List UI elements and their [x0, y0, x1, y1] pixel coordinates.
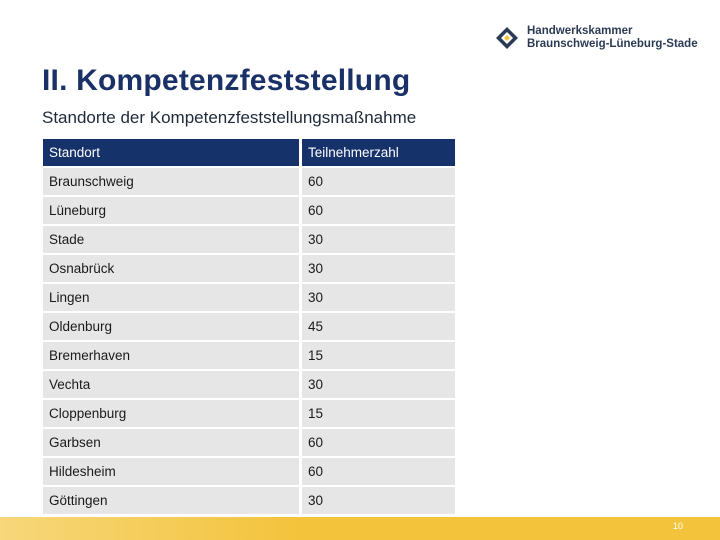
table-row: Hildesheim 60	[43, 458, 455, 485]
cell-standort: Osnabrück	[43, 255, 299, 282]
table-row: Oldenburg 45	[43, 313, 455, 340]
hwk-logo: Handwerkskammer Braunschweig-Lüneburg-St…	[495, 22, 710, 54]
cell-standort: Braunschweig	[43, 168, 299, 195]
cell-teilnehmerzahl: 60	[302, 168, 455, 195]
table-row: Bremerhaven 15	[43, 342, 455, 369]
cell-standort: Lüneburg	[43, 197, 299, 224]
header-teilnehmerzahl: Teilnehmerzahl	[302, 139, 455, 166]
table-header-row: Standort Teilnehmerzahl	[43, 139, 455, 166]
cell-standort: Oldenburg	[43, 313, 299, 340]
slide-subtitle: Standorte der Kompetenzfeststellungsmaßn…	[42, 108, 417, 127]
cell-standort: Garbsen	[43, 429, 299, 456]
cell-standort: Hildesheim	[43, 458, 299, 485]
table-row: Garbsen 60	[43, 429, 455, 456]
cell-standort: Stade	[43, 226, 299, 253]
cell-teilnehmerzahl: 45	[302, 313, 455, 340]
table-row: Vechta 30	[43, 371, 455, 398]
logo-line-2: Braunschweig-Lüneburg-Stade	[527, 38, 698, 50]
cell-teilnehmerzahl: 60	[302, 197, 455, 224]
cell-teilnehmerzahl: 30	[302, 371, 455, 398]
logo-text: Handwerkskammer Braunschweig-Lüneburg-St…	[527, 25, 698, 51]
page-number: 10	[672, 521, 683, 531]
table-row: Cloppenburg 15	[43, 400, 455, 427]
logo-line-1: Handwerkskammer	[527, 25, 633, 37]
table-row: Osnabrück 30	[43, 255, 455, 282]
cell-teilnehmerzahl: 60	[302, 458, 455, 485]
cell-teilnehmerzahl: 30	[302, 284, 455, 311]
cell-standort: Vechta	[43, 371, 299, 398]
table-row: Lüneburg 60	[43, 197, 455, 224]
cell-standort: Göttingen	[43, 487, 299, 514]
cell-teilnehmerzahl: 15	[302, 400, 455, 427]
cell-teilnehmerzahl: 15	[302, 342, 455, 369]
cell-standort: Lingen	[43, 284, 299, 311]
footer-bar-gradient	[0, 517, 300, 540]
cell-standort: Bremerhaven	[43, 342, 299, 369]
table-row: Göttingen 30	[43, 487, 455, 514]
locations-table: Standort Teilnehmerzahl Braunschweig 60 …	[43, 139, 455, 514]
cell-teilnehmerzahl: 30	[302, 226, 455, 253]
table-row: Lingen 30	[43, 284, 455, 311]
footer-bar	[0, 517, 720, 540]
cell-standort: Cloppenburg	[43, 400, 299, 427]
hwk-logo-icon	[496, 27, 518, 49]
cell-teilnehmerzahl: 30	[302, 255, 455, 282]
cell-teilnehmerzahl: 60	[302, 429, 455, 456]
table-row: Braunschweig 60	[43, 168, 455, 195]
cell-teilnehmerzahl: 30	[302, 487, 455, 514]
slide-title: II. Kompetenzfeststellung	[42, 64, 411, 97]
table-row: Stade 30	[43, 226, 455, 253]
header-standort: Standort	[43, 139, 299, 166]
